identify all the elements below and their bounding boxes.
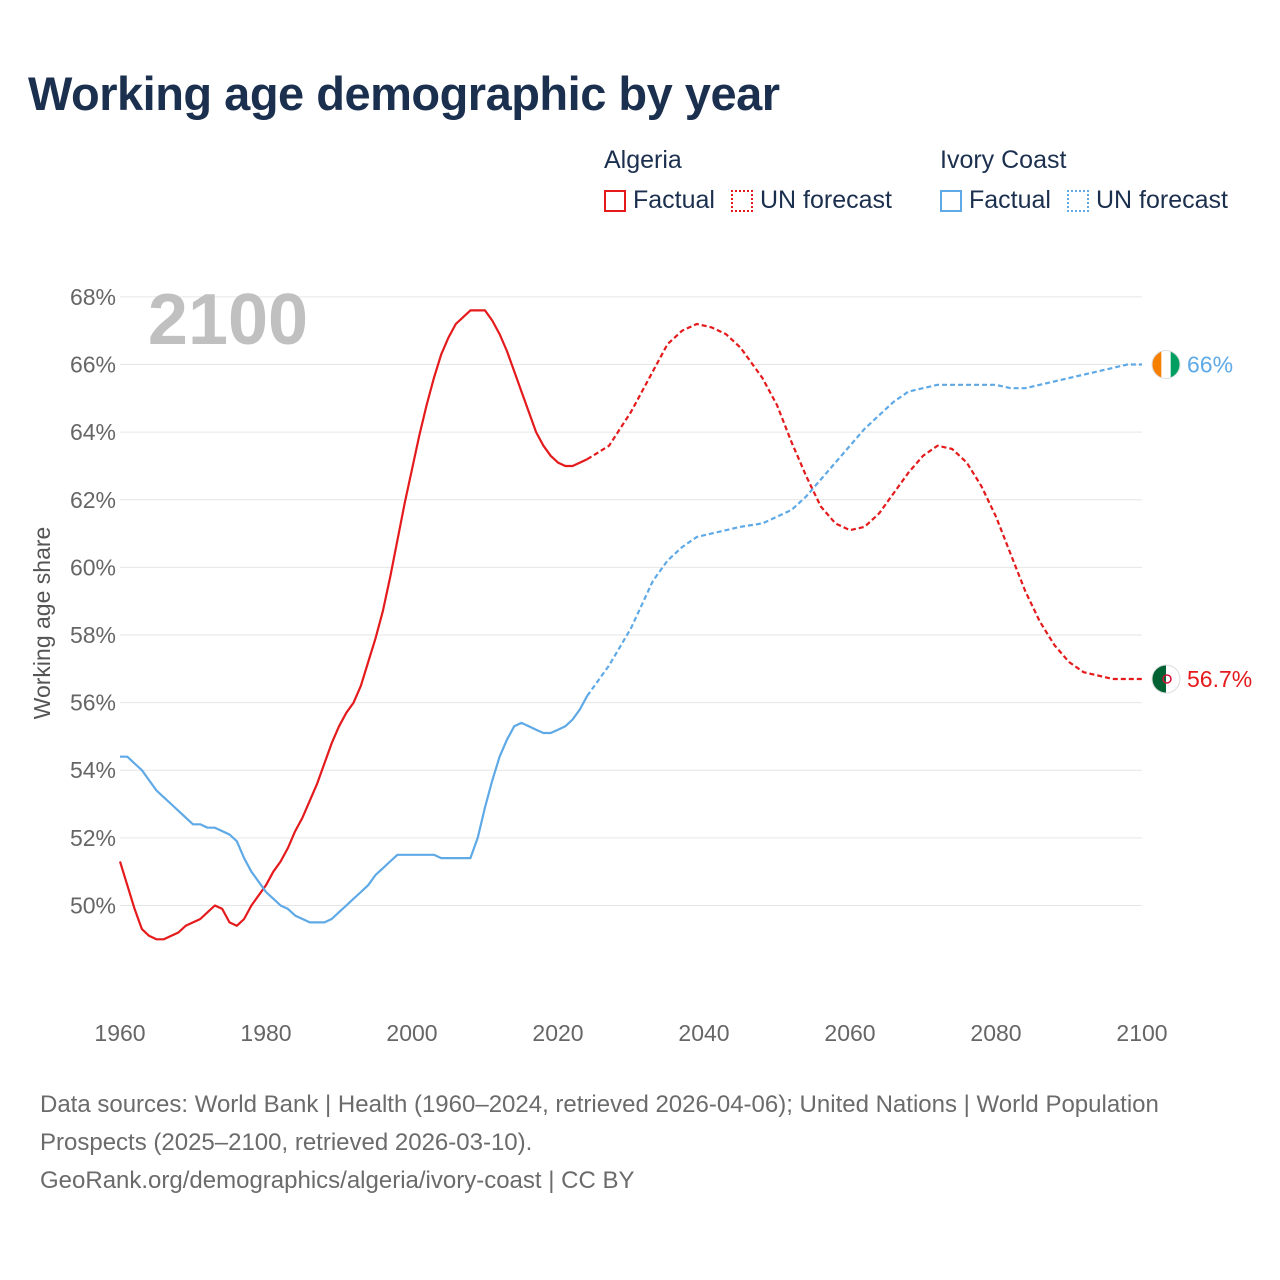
y-tick-label: 54%: [70, 757, 116, 783]
legend-group-name: Algeria: [604, 146, 682, 174]
x-tick-label: 2060: [824, 1020, 875, 1046]
footer: Data sources: World Bank | Health (1960–…: [40, 1086, 1240, 1200]
x-axis-ticks: 1960 1980 2000 2020 2040 2060 2080 2100: [94, 1020, 1167, 1046]
x-tick-label: 2000: [386, 1020, 437, 1046]
grid-lines: [120, 296, 1142, 906]
series-line-algeria-factual: [118, 309, 588, 941]
x-tick-label: 2040: [678, 1020, 729, 1046]
end-value-label-ivory-coast: 66%: [1187, 352, 1233, 378]
chart-title: Working age demographic by year: [28, 67, 780, 120]
flag-icon: [1152, 350, 1180, 379]
x-tick-label: 2080: [970, 1020, 1021, 1046]
x-tick-label: 2100: [1116, 1020, 1167, 1046]
y-tick-label: 62%: [70, 487, 116, 513]
y-tick-label: 64%: [70, 419, 116, 445]
legend-group-ivory-coast: Ivory Coast Factual UN forecast: [940, 144, 1244, 215]
legend-swatch-solid: [604, 189, 626, 212]
data-sources: Data sources: World Bank | Health (1960–…: [40, 1091, 1159, 1156]
end-marker-algeria: 56.7%: [1151, 664, 1252, 694]
legend-item-algeria-forecast[interactable]: UN forecast: [730, 186, 892, 215]
legend-group-algeria: Algeria Factual UN forecast: [604, 144, 908, 215]
y-tick-label: 56%: [70, 690, 116, 716]
legend-item-ivory-coast-forecast[interactable]: UN forecast: [1066, 186, 1228, 215]
x-tick-label: 2020: [532, 1020, 583, 1046]
legend-item-algeria-factual[interactable]: Factual: [604, 186, 715, 215]
legend-swatch-solid: [940, 189, 962, 212]
legend-swatch-dotted: [1066, 189, 1089, 212]
credit-link[interactable]: GeoRank.org/demographics/algeria/ivory-c…: [40, 1167, 635, 1194]
x-tick-label: 1960: [94, 1020, 145, 1046]
end-markers: 56.7% 66%: [1151, 350, 1252, 694]
y-tick-label: 68%: [70, 284, 116, 310]
y-tick-label: 60%: [70, 554, 116, 580]
series-line-ivory-coast-factual: [120, 695, 589, 924]
flag-icon: [1152, 664, 1180, 693]
series-line-algeria-forecast: [586, 322, 1142, 681]
y-tick-label: 58%: [70, 622, 116, 648]
y-tick-label: 50%: [70, 892, 116, 918]
year-watermark: 2100: [148, 280, 308, 360]
legend-label: UN forecast: [1095, 186, 1228, 214]
y-axis-label: Working age share: [29, 527, 55, 720]
legend-swatch-dotted: [730, 189, 753, 212]
series-lines: [118, 309, 1142, 941]
legend-group-name: Ivory Coast: [940, 146, 1067, 174]
legend-label: UN forecast: [759, 186, 892, 214]
end-value-label-algeria: 56.7%: [1187, 666, 1252, 692]
series-line-ivory-coast-forecast: [586, 363, 1142, 697]
legend-label: Factual: [633, 186, 715, 214]
x-tick-label: 1980: [240, 1020, 291, 1046]
y-axis-ticks: 50% 52% 54% 56% 58% 60% 62% 64% 66% 68%: [70, 284, 116, 919]
legend-item-ivory-coast-factual[interactable]: Factual: [940, 186, 1051, 215]
y-tick-label: 52%: [70, 825, 116, 851]
end-marker-ivory-coast: 66%: [1151, 350, 1233, 380]
y-tick-label: 66%: [70, 352, 116, 378]
legend-label: Factual: [969, 186, 1051, 214]
